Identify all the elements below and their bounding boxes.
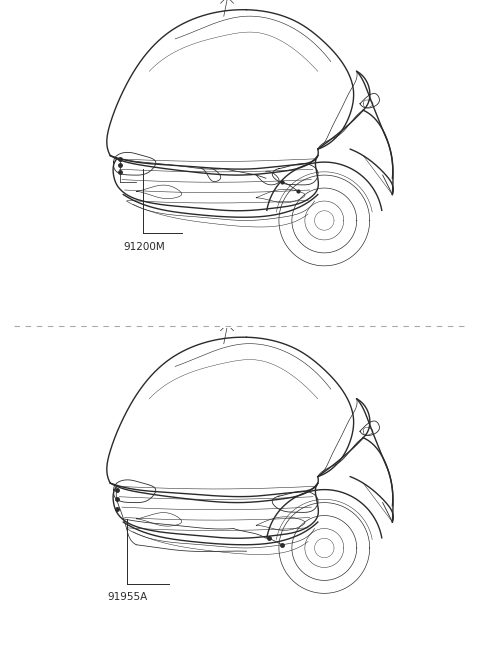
Text: 91955A: 91955A xyxy=(107,592,147,602)
Text: 91200M: 91200M xyxy=(123,242,165,252)
